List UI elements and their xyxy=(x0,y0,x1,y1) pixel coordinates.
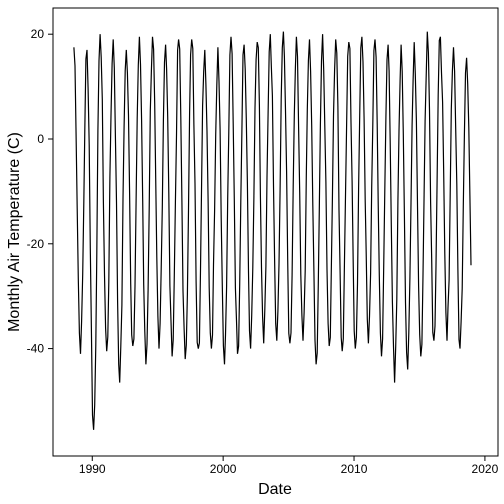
plot-frame xyxy=(52,7,499,457)
y-tick-label: -20 xyxy=(27,237,45,251)
x-tick-label: 1990 xyxy=(79,462,106,476)
x-tick-label: 2010 xyxy=(341,462,368,476)
y-tick-label: 0 xyxy=(37,132,44,146)
y-axis: -40 -20 0 20 xyxy=(27,27,53,356)
y-tick-label: 20 xyxy=(31,27,45,41)
x-axis-title: Date xyxy=(258,481,292,498)
x-axis: 1990 2000 2010 2020 xyxy=(79,456,499,476)
y-axis-title: Monthly Air Temperature (C) xyxy=(6,132,23,332)
series-layer xyxy=(73,31,472,430)
y-tick-label: -40 xyxy=(27,342,45,356)
temperature-series-line xyxy=(73,31,472,430)
x-tick-label: 2020 xyxy=(472,462,499,476)
x-tick-label: 2000 xyxy=(210,462,237,476)
